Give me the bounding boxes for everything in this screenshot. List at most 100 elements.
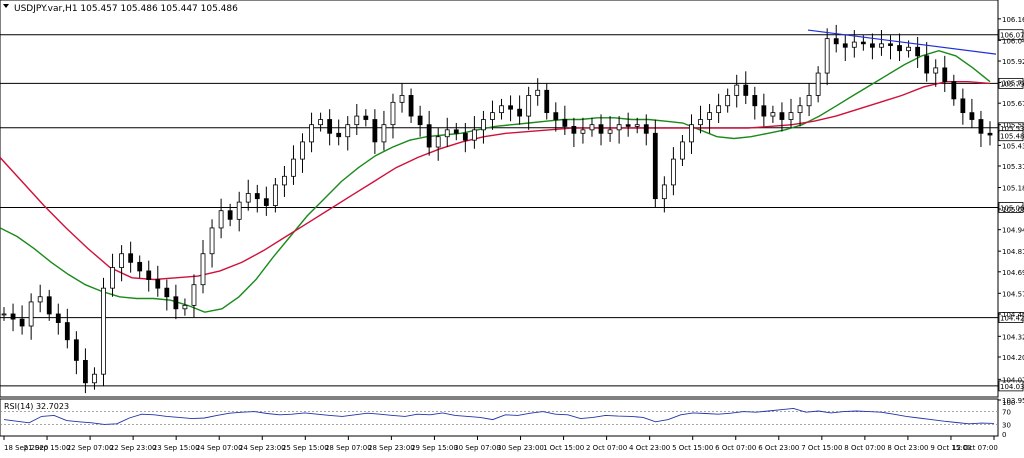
y-tick-label: 104.940	[1002, 227, 1024, 235]
candle-body	[634, 124, 640, 127]
candle-body	[806, 95, 812, 107]
moving-averages	[0, 49, 991, 313]
candle-body	[680, 141, 685, 160]
level-label-box	[998, 77, 1024, 89]
y-tick-label: 105.060	[1002, 206, 1024, 214]
candle-body	[598, 124, 604, 134]
x-tick-label: 30 Sep 23:00	[497, 444, 544, 452]
candle-body	[535, 89, 541, 96]
candle-body	[37, 296, 43, 303]
candle-body	[10, 313, 16, 320]
candle-body	[906, 46, 911, 52]
x-tick-label: 4 Oct 23:00	[629, 444, 670, 452]
level-label: 105.532	[1000, 125, 1024, 133]
candle-body	[345, 124, 351, 138]
candle-body	[128, 253, 134, 263]
y-tick-label: 105.795	[1002, 80, 1024, 88]
x-tick-label: 8 Oct 07:00	[844, 444, 885, 452]
candle-body	[272, 184, 278, 206]
current-price-label: 105.486	[1000, 133, 1024, 141]
candle-body	[155, 279, 161, 289]
y-tick-label: 104.070	[1002, 376, 1024, 384]
candle-body	[236, 201, 242, 220]
candle-body	[444, 129, 450, 138]
candle-body	[888, 43, 893, 46]
candle-body	[73, 339, 79, 361]
x-tick-label: 24 Sep 23:00	[239, 444, 286, 452]
x-tick-label: 30 Sep 07:00	[454, 444, 501, 452]
header-dropdown-icon[interactable]	[3, 4, 9, 8]
candle-body	[670, 158, 676, 186]
candle-body	[752, 95, 758, 107]
x-tick-label: 6 Oct 07:00	[715, 444, 756, 452]
candle-body	[625, 124, 631, 127]
x-tick-label: 22 Sep 23:00	[110, 444, 157, 452]
trendline-group	[807, 29, 997, 55]
ma-fast-line	[0, 49, 991, 313]
candle-body	[987, 132, 993, 136]
x-tick-label: 5 Oct 15:00	[672, 444, 713, 452]
candle-body	[969, 112, 975, 120]
y-tick-label: 104.450	[1002, 311, 1024, 319]
candle-body	[83, 360, 88, 384]
y-tick-label: 105.185	[1002, 184, 1024, 192]
level-label: 106.073	[1000, 32, 1024, 40]
candle-body	[19, 318, 25, 327]
candle-body	[381, 124, 387, 143]
candle-body	[770, 112, 776, 117]
candle-body	[499, 105, 504, 114]
x-tick-label: 21 Sep 15:00	[24, 444, 71, 452]
candle-body	[408, 95, 414, 117]
rsi-header-text: RSI(14) 32.7023	[4, 402, 69, 411]
candle-body	[110, 267, 115, 289]
candle-body	[291, 158, 296, 177]
rsi-line	[3, 407, 995, 425]
candle-body	[209, 227, 215, 255]
y-tick-label: 104.570	[1002, 290, 1024, 298]
y-tick-label: 104.695	[1002, 269, 1024, 277]
candle-body	[833, 38, 839, 45]
candle-body	[390, 101, 396, 126]
candle-body	[842, 43, 848, 48]
y-tick-label: 105.550	[1002, 122, 1024, 130]
x-tick-label: 28 Sep 07:00	[325, 444, 372, 452]
candle-body	[508, 105, 513, 110]
candle-body	[761, 105, 767, 117]
candle-body	[879, 43, 884, 48]
candle-body	[490, 112, 495, 120]
x-tick-label: 28 Sep 23:00	[368, 444, 415, 452]
candle-body	[526, 95, 532, 117]
candle-body	[200, 253, 206, 286]
rsi-tick-label: 30	[1002, 421, 1011, 429]
candle-body	[924, 55, 930, 74]
candle-body	[743, 84, 749, 96]
candle-body	[553, 112, 559, 120]
x-tick-label: 9 Oct 15:00	[930, 444, 971, 452]
candle-body	[300, 141, 305, 160]
x-tick-label: 2 Oct 07:00	[586, 444, 627, 452]
candle-body	[716, 105, 722, 114]
candle-body	[92, 373, 97, 384]
candle-body	[55, 313, 61, 323]
price-axis: 106.165 106.040 105.920 105.795 105.675 105.5…	[998, 16, 1024, 405]
candle-body	[173, 296, 179, 310]
x-tick-label: 8 Oct 23:00	[887, 444, 928, 452]
candle-body	[28, 301, 34, 327]
rsi-tick-label: 70	[1002, 409, 1011, 417]
horizontal-levels: 106.073 105.790 105.532 105.069 104.429 104.0…	[0, 29, 1024, 392]
level-label: 104.429	[1000, 315, 1024, 323]
candle-body	[426, 124, 432, 148]
level-label-box	[998, 29, 1024, 41]
candle-body	[336, 132, 342, 138]
header-symbol-text: USDJPY.var,H1 105.457 105.486 105.447 10…	[14, 4, 238, 14]
rsi-panel	[0, 398, 999, 437]
candle-body	[318, 119, 324, 126]
candle-body	[146, 270, 152, 280]
level-label: 105.069	[1000, 204, 1024, 212]
rsi-tick-label: 0	[1002, 431, 1006, 439]
candle-body	[978, 119, 984, 134]
candle-body	[815, 72, 821, 96]
candle-body	[309, 124, 314, 143]
candle-body	[788, 112, 794, 120]
y-tick-label: 105.675	[1002, 100, 1024, 108]
